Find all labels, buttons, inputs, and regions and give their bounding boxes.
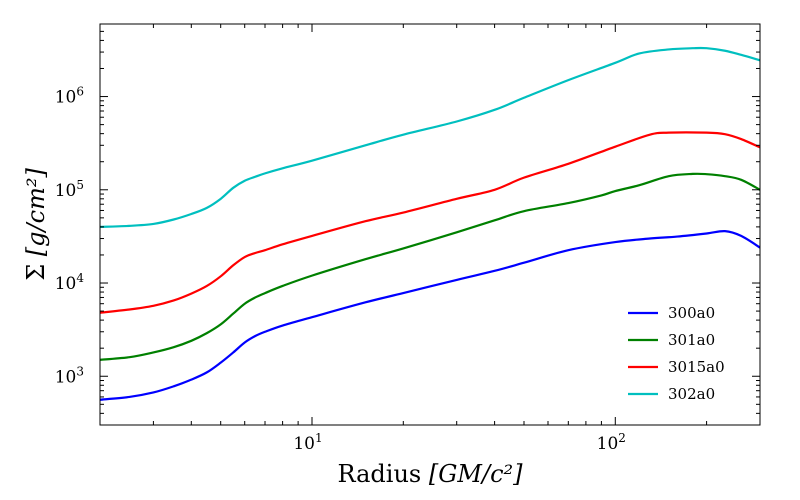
legend-label-3015a0: 3015a0 [668,358,725,376]
y-tick-label-exponent: 6 [76,85,84,99]
x-axis-title: Radius [GM/c²] [337,460,523,488]
y-axis-title: Σ [g/cm²] [22,168,50,281]
series-line-300a0 [100,229,760,401]
axis-ticks [99,23,761,426]
x-tick-label: 102 [597,431,626,454]
y-tick-label: 105 [55,178,84,201]
x-tick-label-base: 10 [293,434,315,454]
y-tick-label-base: 10 [55,181,77,201]
y-tick-label: 103 [55,364,84,387]
y-tick-label: 106 [55,85,84,108]
legend: 300a0 301a0 3015a0 302a0 [628,304,725,403]
x-tick-labels: 101 102 [293,431,626,454]
y-tick-label-exponent: 3 [76,364,84,378]
y-tick-label: 104 [55,271,85,294]
x-axis-label: Radius [337,460,421,488]
y-tick-label-base: 10 [55,367,77,387]
y-tick-label-base: 10 [55,88,77,108]
y-axis-label: Σ [22,264,50,281]
y-tick-label-exponent: 4 [76,271,84,285]
y-axis-units: [g/cm²] [22,168,50,257]
legend-label-302a0: 302a0 [668,385,715,403]
x-tick-label: 101 [293,431,322,454]
x-axis-units: [GM/c²] [429,460,523,488]
series-line-301a0 [100,172,760,361]
y-tick-label-exponent: 5 [76,178,84,192]
series-line-3015a0 [100,131,760,314]
x-tick-label-base: 10 [597,434,619,454]
plot-frame [99,23,761,426]
series-lines [100,46,760,401]
legend-label-301a0: 301a0 [668,331,715,349]
y-tick-label-base: 10 [55,274,77,294]
legend-label-300a0: 300a0 [668,304,715,322]
x-tick-label-exponent: 2 [618,431,626,445]
x-tick-label-exponent: 1 [315,431,323,445]
series-line-302a0 [100,46,760,228]
